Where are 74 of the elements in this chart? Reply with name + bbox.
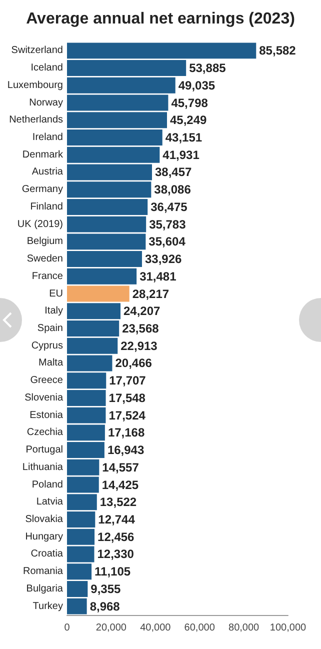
data-label: 17,524 (108, 408, 146, 422)
y-tick-label: EU (49, 288, 63, 300)
y-tick-label: Estonia (30, 410, 64, 421)
y-tick-label: Poland (32, 479, 63, 490)
y-tick-label: Italy (44, 306, 63, 317)
data-label: 28,217 (132, 286, 170, 301)
bar (67, 286, 130, 302)
y-tick-label: Finland (30, 201, 63, 212)
data-label: 31,481 (140, 269, 177, 284)
y-tick-label: Iceland (30, 62, 63, 74)
data-label: 85,582 (259, 44, 296, 58)
data-label: 45,249 (170, 113, 208, 128)
y-tick-label: Czechia (26, 427, 64, 438)
data-label: 12,456 (98, 530, 135, 544)
data-label: 20,466 (115, 356, 152, 370)
data-label: 8,968 (90, 599, 120, 614)
y-tick-label: Latvia (36, 496, 64, 508)
y-tick-label: Bulgaria (26, 583, 64, 594)
y-tick-label: Turkey (32, 600, 63, 612)
data-label: 36,475 (150, 200, 188, 214)
y-tick-label: Luxembourg (7, 80, 63, 91)
data-label: 35,604 (148, 234, 186, 249)
y-tick-label: Cyprus (31, 340, 63, 352)
y-tick-label: Portugal (26, 444, 63, 456)
data-label: 12,744 (98, 512, 136, 526)
data-label: 24,207 (123, 304, 161, 318)
data-label: 38,457 (154, 165, 192, 180)
y-tick-label: Ireland (32, 132, 63, 143)
y-tick-label: Slovakia (25, 514, 64, 525)
y-tick-label: Romania (22, 566, 64, 578)
y-tick-label: Belgium (26, 236, 63, 248)
x-tick-label: 60,000 (184, 622, 216, 634)
y-tick-label: Switzerland (11, 45, 63, 56)
data-label: 45,798 (171, 96, 208, 110)
y-tick-label: Malta (38, 358, 64, 369)
x-tick-label: 20,000 (96, 622, 127, 634)
data-label: 14,425 (102, 478, 139, 492)
data-label: 12,330 (97, 547, 134, 562)
data-label: 43,151 (165, 130, 202, 144)
data-label: 14,557 (102, 460, 140, 474)
data-label: 17,707 (109, 374, 146, 388)
data-label: 49,035 (178, 78, 216, 92)
y-tick-label: Spain (37, 323, 63, 334)
y-tick-label: Austria (32, 166, 64, 178)
data-label: 38,086 (154, 182, 192, 197)
y-tick-label: Lithuania (22, 462, 64, 473)
y-tick-label: Croatia (30, 548, 64, 560)
y-tick-label: Denmark (22, 149, 64, 160)
y-tick-label: France (32, 270, 64, 282)
data-label: 35,783 (149, 217, 186, 232)
y-tick-label: Germany (22, 184, 63, 196)
y-tick-label: Norway (29, 97, 63, 108)
data-label: 22,913 (120, 338, 158, 353)
x-tick-label: 100,000 (270, 622, 307, 634)
y-tick-label: Greece (30, 375, 64, 386)
data-label: 23,568 (122, 322, 160, 336)
x-tick-label: 40,000 (140, 622, 172, 634)
data-label: 17,548 (108, 390, 146, 405)
y-tick-label: Slovenia (24, 392, 64, 404)
y-tick-label: Sweden (26, 254, 63, 265)
y-tick-label: Hungary (25, 531, 63, 542)
data-label: 33,926 (144, 252, 182, 266)
x-tick-label: 0 (64, 622, 70, 634)
x-tick-label: 80,000 (228, 622, 260, 634)
data-label: 17,168 (108, 426, 145, 440)
y-tick-label: UK (2019) (17, 218, 63, 230)
data-label: 13,522 (100, 495, 137, 510)
data-label: 41,931 (162, 148, 200, 162)
data-label: 53,885 (189, 61, 226, 76)
data-label: 9,355 (90, 582, 122, 596)
data-label: 11,105 (94, 564, 131, 579)
y-tick-label: Netherlands (9, 114, 63, 126)
data-label: 16,943 (107, 443, 144, 458)
chart-title: Average annual net earnings (2023) (26, 10, 295, 28)
